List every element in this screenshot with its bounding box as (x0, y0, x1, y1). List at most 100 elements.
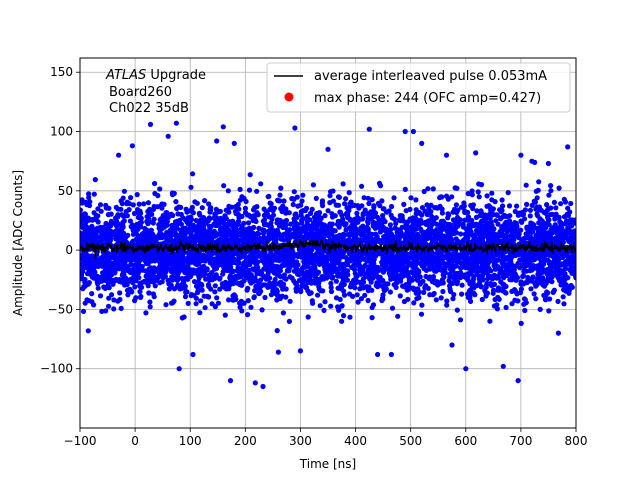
sample-point (246, 187, 253, 193)
sample-point (362, 262, 368, 269)
sample-point (521, 235, 527, 241)
sample-point (359, 203, 365, 209)
sample-point (535, 229, 541, 235)
sample-point (569, 231, 575, 237)
sample-point (484, 193, 490, 199)
sample-point (303, 232, 309, 238)
sample-point (120, 219, 126, 225)
sample-point (454, 259, 460, 265)
sample-point (211, 215, 217, 221)
sample-point (477, 213, 483, 219)
sample-point (519, 209, 525, 215)
sample-point (447, 286, 453, 292)
sample-point (103, 278, 109, 284)
sample-point (151, 203, 157, 210)
sample-point (225, 188, 231, 194)
sample-point (494, 212, 500, 218)
sample-point (265, 257, 271, 263)
sample-point (347, 225, 353, 231)
sample-point (380, 292, 386, 298)
sample-point (109, 220, 115, 226)
sample-point (226, 264, 232, 270)
sample-point (462, 209, 468, 215)
sample-point (199, 264, 205, 270)
sample-point (500, 263, 506, 269)
sample-point (121, 234, 127, 240)
sample-point (327, 200, 333, 206)
sample-point (106, 264, 112, 270)
sample-point (469, 279, 475, 285)
sample-point (527, 207, 534, 213)
sample-point (193, 295, 199, 301)
sample-point (80, 200, 85, 206)
sample-point (545, 234, 551, 240)
sample-point (473, 221, 479, 227)
sample-point (476, 194, 482, 200)
sample-point (300, 226, 306, 232)
sample-point (242, 205, 248, 211)
sample-point (511, 287, 518, 293)
sample-point (497, 207, 503, 213)
sample-point (392, 225, 398, 231)
sample-point (304, 218, 311, 224)
sample-point (237, 186, 243, 192)
sample-point (345, 262, 351, 268)
sample-point (270, 233, 276, 239)
sample-point (548, 183, 554, 189)
sample-point (409, 270, 415, 276)
sample-point (380, 213, 386, 219)
sample-point (518, 281, 525, 287)
sample-point (426, 233, 432, 239)
sample-point (337, 296, 343, 302)
sample-point (444, 228, 450, 234)
sample-point (105, 303, 112, 309)
sample-point (551, 199, 558, 205)
sample-point (493, 252, 499, 258)
sample-point (339, 264, 345, 270)
sample-point (467, 228, 473, 234)
sample-point (178, 227, 184, 233)
sample-point (222, 279, 229, 285)
sample-point (86, 280, 92, 286)
sample-point (188, 184, 194, 190)
sample-point (140, 233, 146, 239)
sample-point (301, 283, 307, 289)
sample-point (190, 171, 196, 177)
sample-point (500, 203, 506, 209)
sample-point (187, 238, 193, 244)
sample-point (193, 233, 199, 239)
sample-point (309, 259, 315, 265)
sample-point (325, 208, 331, 214)
sample-point (179, 252, 186, 258)
sample-point (206, 283, 212, 289)
sample-point (499, 258, 505, 264)
sample-point (176, 204, 182, 210)
sample-point (344, 205, 350, 211)
sample-point (494, 234, 500, 240)
sample-point (268, 205, 274, 211)
sample-point (346, 257, 352, 263)
sample-point (351, 202, 357, 208)
sample-point (90, 235, 96, 242)
sample-point (408, 276, 415, 282)
sample-point (256, 290, 262, 297)
sample-point (193, 217, 199, 224)
sample-point (535, 187, 541, 193)
sample-point (247, 172, 253, 178)
sample-point (193, 301, 199, 307)
sample-point (191, 270, 197, 276)
sample-point (357, 279, 363, 286)
sample-point (453, 220, 459, 226)
sample-point (387, 289, 393, 295)
sample-point (222, 222, 228, 228)
sample-point (276, 223, 282, 229)
sample-point (522, 297, 528, 303)
sample-point (271, 283, 277, 289)
sample-point (130, 279, 136, 286)
sample-point (248, 304, 254, 310)
sample-point (542, 296, 549, 302)
sample-point (99, 275, 105, 281)
sample-point (206, 223, 213, 230)
sample-point (85, 254, 92, 260)
sample-point (489, 222, 495, 229)
